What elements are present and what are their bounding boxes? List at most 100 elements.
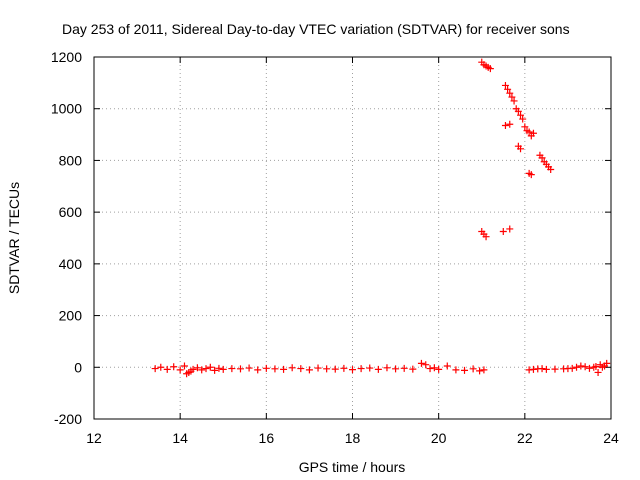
data-point bbox=[305, 366, 313, 374]
y-axis-label: SDTVAR / TECUs bbox=[6, 182, 22, 294]
data-point bbox=[215, 364, 223, 372]
data-point bbox=[542, 365, 550, 373]
data-point bbox=[529, 129, 537, 137]
data-point bbox=[366, 364, 374, 372]
data-point bbox=[592, 363, 600, 371]
data-point bbox=[254, 366, 262, 374]
data-point bbox=[514, 107, 522, 115]
data-point bbox=[383, 364, 391, 372]
data-point bbox=[517, 145, 525, 153]
data-point bbox=[288, 364, 296, 372]
data-point bbox=[198, 366, 206, 374]
x-axis-label: GPS time / hours bbox=[299, 459, 406, 475]
data-point bbox=[170, 363, 178, 371]
y-tick-label: 800 bbox=[59, 152, 83, 168]
data-point bbox=[486, 65, 494, 73]
data-point bbox=[409, 365, 417, 373]
data-point bbox=[501, 122, 509, 130]
grid-lines bbox=[94, 57, 611, 419]
data-point bbox=[499, 228, 507, 236]
data-point bbox=[521, 123, 529, 131]
data-point bbox=[422, 361, 430, 369]
data-point bbox=[538, 154, 546, 162]
data-point bbox=[430, 364, 438, 372]
data-point bbox=[151, 365, 159, 373]
x-tick-label: 20 bbox=[431, 430, 447, 446]
data-point bbox=[157, 363, 165, 371]
x-tick-label: 14 bbox=[172, 430, 188, 446]
data-point bbox=[314, 364, 322, 372]
y-tick-label: -200 bbox=[54, 411, 82, 427]
data-point bbox=[581, 363, 589, 371]
data-point bbox=[508, 93, 516, 101]
data-point bbox=[340, 364, 348, 372]
data-point bbox=[519, 115, 527, 123]
data-point bbox=[547, 165, 555, 173]
data-point bbox=[480, 366, 488, 374]
data-point bbox=[262, 364, 270, 372]
data-point bbox=[357, 365, 365, 373]
data-point bbox=[538, 365, 546, 373]
data-point bbox=[461, 366, 469, 374]
data-point bbox=[506, 120, 514, 128]
data-point bbox=[323, 365, 331, 373]
y-tick-label: 600 bbox=[59, 204, 83, 220]
data-point bbox=[245, 364, 253, 372]
data-point bbox=[568, 364, 576, 372]
data-point bbox=[180, 362, 188, 370]
data-point bbox=[452, 366, 460, 374]
data-point bbox=[501, 81, 509, 89]
data-point bbox=[594, 368, 602, 376]
data-point bbox=[506, 89, 514, 97]
x-tick-label: 18 bbox=[345, 430, 361, 446]
x-tick-label: 12 bbox=[86, 430, 102, 446]
data-point bbox=[443, 362, 451, 370]
data-point bbox=[297, 365, 305, 373]
data-point bbox=[331, 365, 339, 373]
data-point bbox=[400, 364, 408, 372]
data-point bbox=[189, 365, 197, 373]
y-tick-label: 1200 bbox=[51, 49, 82, 65]
data-point bbox=[211, 366, 219, 374]
data-point bbox=[504, 85, 512, 93]
data-point bbox=[551, 365, 559, 373]
data-point bbox=[573, 363, 581, 371]
x-tick-label: 16 bbox=[259, 430, 275, 446]
data-point bbox=[476, 367, 484, 375]
data-point bbox=[577, 362, 585, 370]
data-point bbox=[482, 233, 490, 241]
data-point bbox=[517, 111, 525, 119]
data-point bbox=[280, 365, 288, 373]
data-point bbox=[271, 365, 279, 373]
data-point bbox=[426, 365, 434, 373]
data-point bbox=[585, 364, 593, 372]
data-point bbox=[219, 365, 227, 373]
y-tick-label: 400 bbox=[59, 256, 83, 272]
axis-tick-labels: 12 14 16 18 20 22 24 -200 0 200 400 600 800 1000 1200 bbox=[51, 49, 619, 446]
data-point bbox=[228, 365, 236, 373]
data-point bbox=[527, 171, 535, 179]
data-point bbox=[163, 365, 171, 373]
data-point bbox=[392, 365, 400, 373]
data-point bbox=[236, 365, 244, 373]
data-point bbox=[206, 363, 214, 371]
data-point bbox=[510, 97, 518, 105]
data-point bbox=[176, 366, 184, 374]
data-point bbox=[374, 365, 382, 373]
data-point bbox=[193, 364, 201, 372]
y-tick-label: 0 bbox=[74, 359, 82, 375]
x-tick-label: 22 bbox=[517, 430, 533, 446]
chart-title: Day 253 of 2011, Sidereal Day-to-day VTE… bbox=[62, 21, 570, 37]
data-point bbox=[435, 365, 443, 373]
data-point bbox=[506, 225, 514, 233]
data-point bbox=[202, 365, 210, 373]
data-point bbox=[603, 359, 611, 367]
data-point bbox=[525, 128, 533, 136]
x-tick-label: 24 bbox=[603, 430, 619, 446]
y-tick-label: 1000 bbox=[51, 101, 82, 117]
plot-frame bbox=[93, 56, 612, 420]
data-point bbox=[417, 359, 425, 367]
data-point bbox=[469, 365, 477, 373]
data-points bbox=[151, 58, 611, 378]
